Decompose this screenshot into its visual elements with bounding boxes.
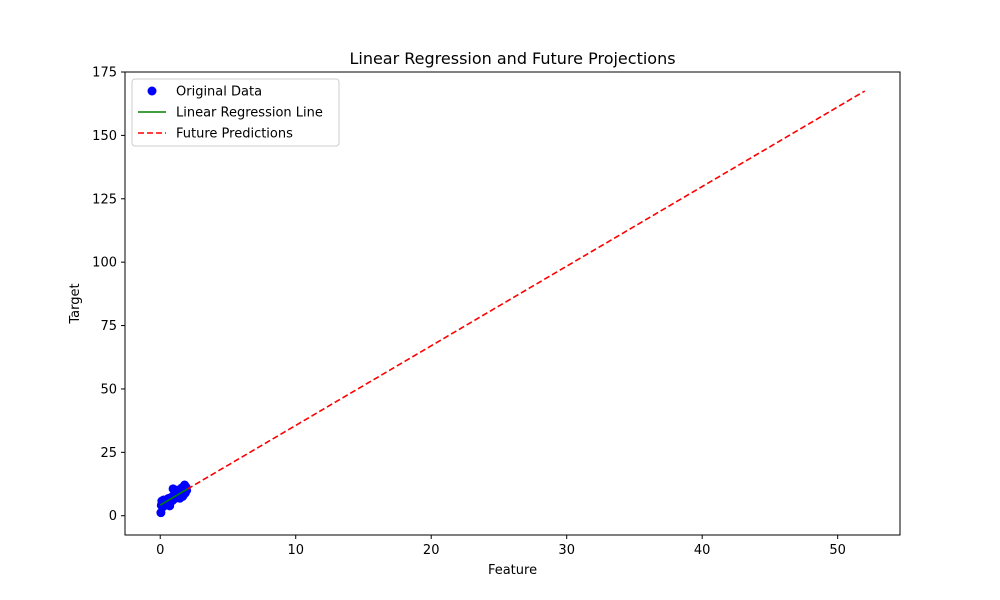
y-tick-label: 25 xyxy=(100,446,117,461)
y-tick-label: 50 xyxy=(100,382,117,397)
future-prediction-line xyxy=(186,90,866,490)
plot-frame xyxy=(124,71,901,536)
legend-box xyxy=(131,78,340,147)
x-tick-label: 50 xyxy=(829,543,846,558)
legend-marker xyxy=(147,86,157,96)
x-tick-label: 10 xyxy=(287,543,304,558)
x-axis-label: Feature xyxy=(488,563,537,578)
plot-area xyxy=(156,90,866,518)
y-tick-label: 175 xyxy=(92,66,117,81)
plot-layer xyxy=(156,90,866,518)
y-tick-label: 100 xyxy=(92,256,117,271)
axes-layer: 0 10 20 30 40 50 0 25 50 75 100 125 150 175 xyxy=(92,66,901,558)
chart-title: Linear Regression and Future Projections xyxy=(349,49,675,68)
y-tick-label: 0 xyxy=(109,509,117,524)
legend-label: Linear Regression Line xyxy=(176,106,323,121)
legend-label: Future Predictions xyxy=(176,127,293,142)
x-tick-label: 20 xyxy=(423,543,440,558)
y-tick-label: 75 xyxy=(100,319,117,334)
y-tick-label: 125 xyxy=(92,192,117,207)
y-axis-label: Target xyxy=(68,283,83,324)
legend: Original Data Linear Regression Line Futur… xyxy=(131,78,340,147)
y-tick-label: 150 xyxy=(92,129,117,144)
legend-label: Original Data xyxy=(176,85,262,100)
scatter-point xyxy=(178,491,188,501)
x-tick-label: 30 xyxy=(558,543,575,558)
regression-line xyxy=(159,488,188,506)
x-tick-label: 0 xyxy=(156,543,164,558)
x-tick-label: 40 xyxy=(694,543,711,558)
